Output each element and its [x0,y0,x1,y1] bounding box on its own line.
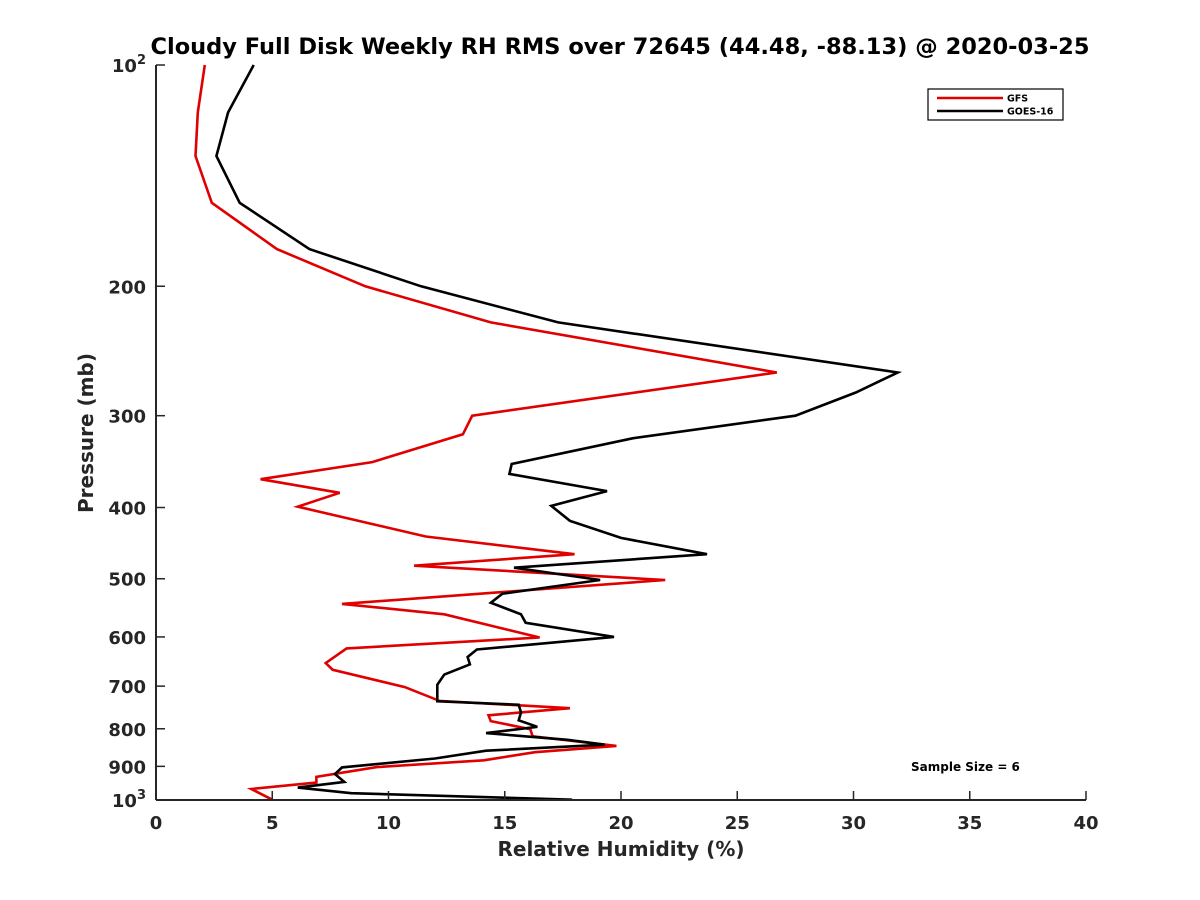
legend-label-goes16: GOES-16 [1007,107,1054,118]
legend-label-gfs: GFS [1007,94,1028,105]
x-tick-label: 10 [376,813,401,834]
y-tick-label: 102 [112,53,146,77]
x-tick-label: 25 [725,813,750,834]
y-axis-label: Pressure (mb) [74,353,98,513]
x-ticks: 0 5 10 15 20 25 30 35 40 [150,791,1099,834]
sample-size-note: Sample Size = 6 [911,760,1020,774]
x-axis-label: Relative Humidity (%) [497,837,744,861]
x-tick-label: 30 [841,813,866,834]
series-layer [194,64,903,801]
y-tick-label: 200 [108,277,146,298]
x-tick-label: 35 [957,813,982,834]
chart-title: Cloudy Full Disk Weekly RH RMS over 7264… [150,34,1089,60]
y-tick-label: 600 [108,628,146,649]
y-tick-label: 800 [108,720,146,741]
x-tick-label: 20 [608,813,633,834]
y-tick-label: 300 [108,407,146,428]
series-line-gfs [194,64,778,801]
y-tick-label: 900 [108,757,146,778]
x-tick-label: 15 [492,813,517,834]
y-tick-label: 700 [108,677,146,698]
legend-box [927,88,1064,121]
legend: GFS GOES-16 [927,88,1064,121]
y-tick-label: 400 [108,499,146,520]
x-tick-label: 5 [266,813,279,834]
x-tick-label: 0 [150,813,163,834]
x-tick-label: 40 [1073,813,1098,834]
y-tick-label: 500 [108,570,146,591]
series-line-goes16 [215,64,903,801]
y-tick-label: 103 [112,788,146,812]
y-ticks: 102 200 300 400 500 600 700 800 900 103 [108,53,165,812]
